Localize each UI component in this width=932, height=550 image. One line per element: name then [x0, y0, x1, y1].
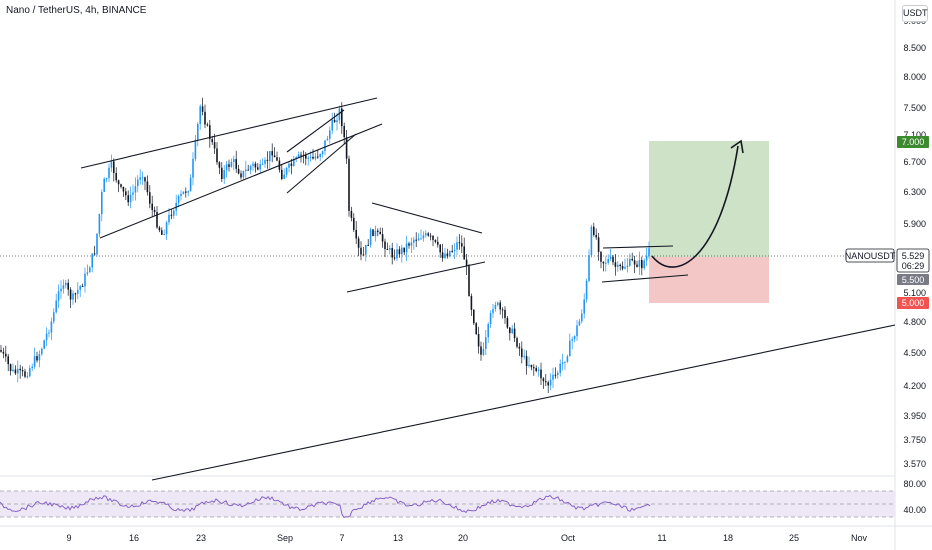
price-tick-label: 8.000: [903, 72, 926, 82]
price-tick-label: 5.100: [903, 288, 926, 298]
price-tick-label: 4.500: [903, 348, 926, 358]
price-tick-label: 7.500: [903, 103, 926, 113]
time-tick-label: 7: [339, 533, 344, 543]
price-tick-label: 6.300: [903, 187, 926, 197]
rsi-tick-label: 80.00: [903, 479, 926, 489]
entry-price-badge: 5.500: [897, 274, 929, 285]
time-tick-label: 9: [66, 533, 71, 543]
time-tick-label: 18: [723, 533, 733, 543]
rsi-line: [0, 494, 651, 519]
symbol-price-badge: NANOUSDT 5.529 06:29: [845, 248, 930, 273]
projection-arrow[interactable]: [651, 145, 739, 268]
symbol-title: Nano / TetherUS, 4h, BINANCE: [6, 5, 147, 16]
price-tick-label: 7.100: [903, 130, 926, 140]
time-tick-label: 16: [129, 533, 139, 543]
time-tick-label: 11: [657, 533, 666, 543]
currency-button[interactable]: USDT: [902, 5, 928, 22]
symbol-name-label: NANOUSDT: [845, 251, 896, 261]
target-price-badge: 7.000: [897, 136, 929, 148]
countdown-label: 06:29: [902, 261, 925, 271]
rsi-axis: 80.00 40.00: [903, 479, 926, 515]
price-tick-label: 4.800: [903, 317, 926, 327]
time-tick-label: Sep: [277, 533, 293, 543]
svg-text:5.500: 5.500: [902, 275, 925, 285]
svg-text:5.000: 5.000: [902, 298, 925, 308]
price-tick-label: 3.750: [903, 435, 926, 445]
trendline-drawings[interactable]: [80, 97, 896, 481]
time-tick-label: 13: [393, 533, 403, 543]
price-tick-label: 6.700: [903, 157, 926, 167]
rsi-tick-label: 40.00: [903, 505, 926, 515]
projection-arrow-head: [730, 139, 744, 154]
time-axis[interactable]: 9 16 23 Sep 7 13 20 Oct 11 18 25 Nov: [66, 533, 867, 543]
last-price-label: 5.529: [902, 251, 925, 261]
price-tick-label: 5.900: [903, 219, 926, 229]
price-tick-label: 4.200: [903, 381, 926, 391]
time-tick-label: Nov: [851, 533, 868, 543]
time-tick-label: Oct: [561, 533, 576, 543]
price-tick-label: 3.950: [903, 411, 926, 421]
time-tick-label: 25: [789, 533, 799, 543]
time-tick-label: 23: [196, 533, 206, 543]
time-tick-label: 20: [458, 533, 468, 543]
svg-text:7.000: 7.000: [902, 137, 925, 147]
price-candles: [0, 97, 650, 393]
stop-zone[interactable]: [649, 257, 769, 303]
stop-price-badge: 5.000: [897, 297, 929, 309]
price-tick-label: 3.570: [903, 459, 926, 469]
price-tick-label: 8.500: [903, 43, 926, 53]
